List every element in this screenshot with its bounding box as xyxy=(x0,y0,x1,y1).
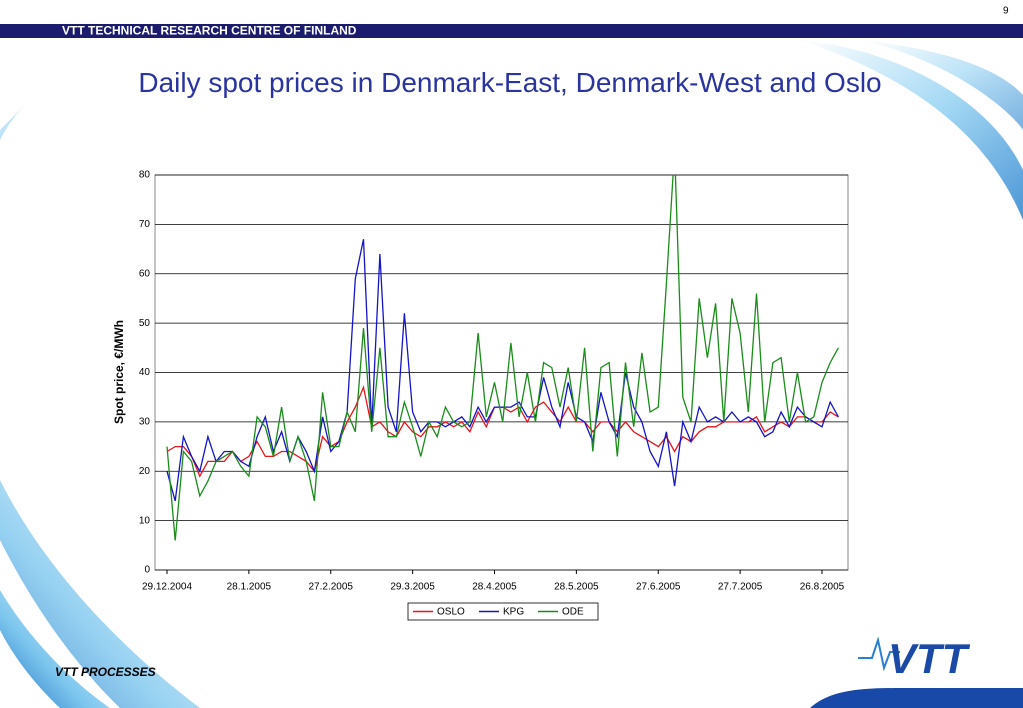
legend-label: ODE xyxy=(562,607,584,618)
footer-text: VTT PROCESSES xyxy=(55,665,156,679)
x-tick-label: 26.8.2005 xyxy=(800,582,845,593)
legend-label: OSLO xyxy=(437,607,465,618)
header-bar xyxy=(0,24,1023,38)
x-tick-label: 28.1.2005 xyxy=(227,582,272,593)
series-line xyxy=(166,385,839,478)
legend-box xyxy=(407,602,599,621)
y-tick-label: 70 xyxy=(139,219,151,230)
logo: VTT xyxy=(888,635,971,682)
x-tick-label: 27.6.2005 xyxy=(636,582,681,593)
legend: OSLO KPG ODE xyxy=(407,602,599,621)
y-tick-label: 30 xyxy=(139,417,151,428)
x-tick-label: 29.12.2004 xyxy=(142,582,192,593)
series-line xyxy=(166,239,839,502)
x-tick-label: 29.3.2005 xyxy=(390,582,435,593)
y-axis-label: Spot price, €/MWh xyxy=(112,320,126,424)
header-text: VTT TECHNICAL RESEARCH CENTRE OF FINLAND xyxy=(62,24,357,38)
y-tick-label: 10 xyxy=(139,515,151,526)
x-tick-label: 28.4.2005 xyxy=(472,582,517,593)
y-tick-label: 0 xyxy=(144,565,150,576)
y-tick-label: 20 xyxy=(139,466,151,477)
y-tick-label: 50 xyxy=(139,318,151,329)
x-tick-label: 27.7.2005 xyxy=(718,582,763,593)
y-tick-label: 80 xyxy=(139,170,151,181)
y-tick-label: 60 xyxy=(139,268,151,279)
page-number: 9 xyxy=(1003,6,1009,17)
y-tick-label: 40 xyxy=(139,367,151,378)
series-line xyxy=(166,175,839,541)
chart-title: Daily spot prices in Denmark-East, Denma… xyxy=(138,67,882,98)
x-tick-label: 27.2.2005 xyxy=(309,582,354,593)
logo-wave xyxy=(858,636,900,672)
x-tick-label: 28.5.2005 xyxy=(554,582,599,593)
legend-label: KPG xyxy=(503,607,524,618)
